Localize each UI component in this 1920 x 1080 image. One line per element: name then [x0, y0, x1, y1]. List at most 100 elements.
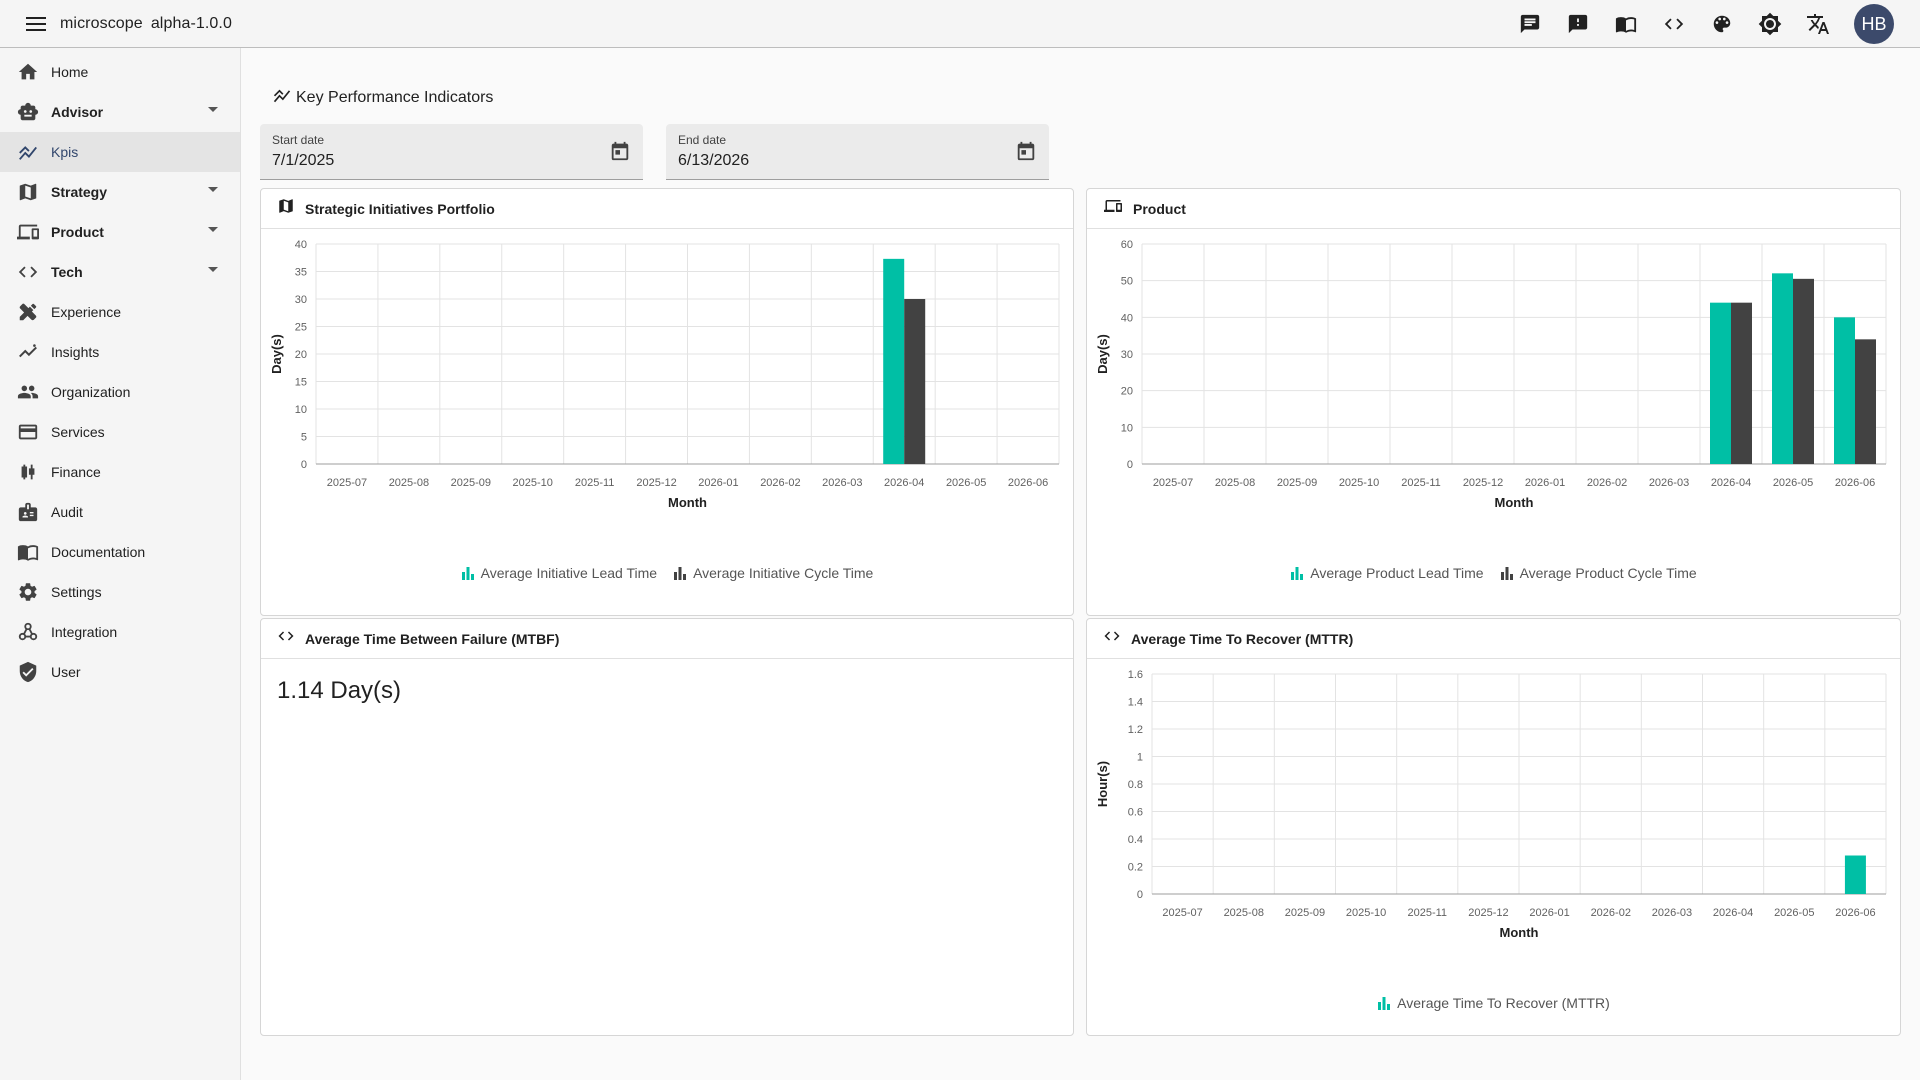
sidebar-item-organization[interactable]: Organization — [0, 372, 240, 412]
chart-legend: Average Product Lead Time Average Product… — [1087, 565, 1900, 581]
calendar-icon[interactable] — [609, 140, 631, 167]
start-date-label: Start date — [272, 133, 325, 147]
sidebar-item-audit[interactable]: Audit — [0, 492, 240, 532]
strategic-initiatives-chart: 0 5 10 15 20 25 30 35 40 2025-07 2025-08 2025-09 202… — [269, 239, 1060, 510]
sidebar-item-product[interactable]: Product — [0, 212, 240, 252]
y-tick-label: 20 — [1121, 386, 1133, 398]
page-title: Key Performance Indicators — [296, 88, 494, 106]
sidebar-item-label: Advisor — [51, 104, 104, 120]
x-tick-label: 2025-09 — [451, 477, 491, 489]
mtbf-value: 1.14 Day(s) — [277, 677, 402, 704]
hamburger-menu-icon[interactable] — [18, 6, 54, 42]
y-tick-label: 0.2 — [1128, 862, 1143, 874]
devices-icon — [1103, 197, 1123, 220]
mttr-card: Average Time To Recover (MTTR) 0 0.2 0.4 0.… — [1086, 618, 1901, 1036]
y-axis-label: Day(s) — [269, 334, 284, 374]
code-icon — [1103, 627, 1121, 650]
sidebar-item-label: Home — [51, 64, 89, 80]
app-name: microscope — [60, 14, 143, 32]
sidebar-item-home[interactable]: Home — [0, 52, 240, 92]
sidebar-item-documentation[interactable]: Documentation — [0, 532, 240, 572]
sidebar-item-label: Services — [51, 424, 105, 440]
sidebar-item-label: Experience — [51, 304, 122, 320]
y-tick-label: 30 — [1121, 349, 1133, 361]
x-tick-label: 2026-05 — [1773, 477, 1813, 489]
y-tick-label: 0 — [301, 459, 307, 471]
legend-item[interactable]: Average Initiative Cycle Time — [673, 565, 873, 581]
x-tick-label: 2026-01 — [1525, 477, 1565, 489]
x-tick-label: 2026-06 — [1835, 477, 1875, 489]
top-app-bar: microscope alpha-1.0.0 HB — [0, 0, 1920, 48]
x-tick-label: 2026-06 — [1835, 907, 1875, 919]
chevron-down-icon[interactable] — [208, 187, 218, 192]
palette-icon[interactable] — [1698, 0, 1746, 48]
brightness-icon[interactable] — [1746, 0, 1794, 48]
bar — [1855, 339, 1876, 464]
home-icon — [16, 60, 40, 84]
sidebar-item-user[interactable]: User — [0, 652, 240, 692]
legend-item[interactable]: Average Product Cycle Time — [1500, 565, 1697, 581]
x-tick-label: 2025-09 — [1277, 477, 1317, 489]
x-tick-label: 2025-10 — [1339, 477, 1379, 489]
chevron-down-icon[interactable] — [208, 107, 218, 112]
sidebar-item-finance[interactable]: Finance — [0, 452, 240, 492]
legend-label: Average Initiative Lead Time — [480, 565, 658, 581]
end-date-field[interactable]: End date 6/13/2026 — [666, 124, 1049, 180]
chat-icon[interactable] — [1506, 0, 1554, 48]
card-title: Product — [1133, 200, 1186, 217]
sidebar-item-insights[interactable]: Insights — [0, 332, 240, 372]
y-tick-label: 20 — [295, 349, 307, 361]
feedback-icon[interactable] — [1554, 0, 1602, 48]
product-chart: 0 10 20 30 40 50 60 2025-07 2025-08 2025-09 2025-1… — [1095, 239, 1887, 510]
sidebar-item-settings[interactable]: Settings — [0, 572, 240, 612]
x-tick-label: 2025-09 — [1285, 907, 1325, 919]
chevron-down-icon[interactable] — [208, 227, 218, 232]
credit-card-icon — [16, 420, 40, 444]
y-tick-label: 1 — [1137, 752, 1143, 764]
x-tick-label: 2025-07 — [327, 477, 367, 489]
x-tick-label: 2025-10 — [513, 477, 553, 489]
code-icon — [277, 627, 295, 650]
strategic-initiatives-card: Strategic Initiatives Portfolio 0 5 10 15 20… — [260, 188, 1074, 616]
card-header: Average Time Between Failure (MTBF) — [261, 619, 1073, 659]
sidebar: Home Advisor Kpis Strategy Product Tech … — [0, 48, 241, 1080]
sidebar-item-integration[interactable]: Integration — [0, 612, 240, 652]
sidebar-item-services[interactable]: Services — [0, 412, 240, 452]
sidebar-item-label: Audit — [51, 504, 83, 520]
kpi-chart-icon — [16, 140, 40, 164]
card-title: Strategic Initiatives Portfolio — [305, 200, 495, 217]
product-card: Product 0 10 20 30 40 50 60 2025-07 2025-08 2025-… — [1086, 188, 1901, 616]
legend-label: Average Product Lead Time — [1310, 565, 1484, 581]
card-header: Product — [1087, 189, 1900, 229]
sidebar-item-advisor[interactable]: Advisor — [0, 92, 240, 132]
sidebar-item-strategy[interactable]: Strategy — [0, 172, 240, 212]
start-date-value[interactable]: 7/1/2025 — [272, 152, 335, 169]
code-icon[interactable] — [1650, 0, 1698, 48]
y-tick-label: 0.8 — [1128, 779, 1143, 791]
y-tick-label: 1.2 — [1128, 724, 1143, 736]
sidebar-item-label: Tech — [51, 264, 83, 280]
bar-chart-icon — [1378, 997, 1391, 1010]
calendar-icon[interactable] — [1015, 140, 1037, 167]
sidebar-item-label: Kpis — [51, 144, 79, 160]
translate-icon[interactable] — [1794, 0, 1842, 48]
legend-item[interactable]: Average Initiative Lead Time — [461, 565, 657, 581]
mttr-chart: 0 0.2 0.4 0.6 0.8 1 1.2 1.4 1.6 2025-07 2025-08 202… — [1095, 669, 1887, 940]
y-tick-label: 30 — [295, 294, 307, 306]
sidebar-item-kpis[interactable]: Kpis — [0, 132, 240, 172]
sidebar-item-experience[interactable]: Experience — [0, 292, 240, 332]
x-tick-label: 2025-08 — [389, 477, 429, 489]
legend-item[interactable]: Average Product Lead Time — [1290, 565, 1484, 581]
design-services-icon — [16, 300, 40, 324]
book-icon[interactable] — [1602, 0, 1650, 48]
card-title: Average Time Between Failure (MTBF) — [305, 630, 560, 647]
x-tick-label: 2025-12 — [636, 477, 676, 489]
legend-item[interactable]: Average Time To Recover (MTTR) — [1377, 995, 1610, 1011]
end-date-value[interactable]: 6/13/2026 — [678, 152, 750, 169]
start-date-field[interactable]: Start date 7/1/2025 — [260, 124, 643, 180]
bar — [1731, 302, 1752, 464]
user-avatar[interactable]: HB — [1854, 4, 1894, 44]
chevron-down-icon[interactable] — [208, 267, 218, 272]
sidebar-item-tech[interactable]: Tech — [0, 252, 240, 292]
x-tick-label: 2026-03 — [1649, 477, 1689, 489]
